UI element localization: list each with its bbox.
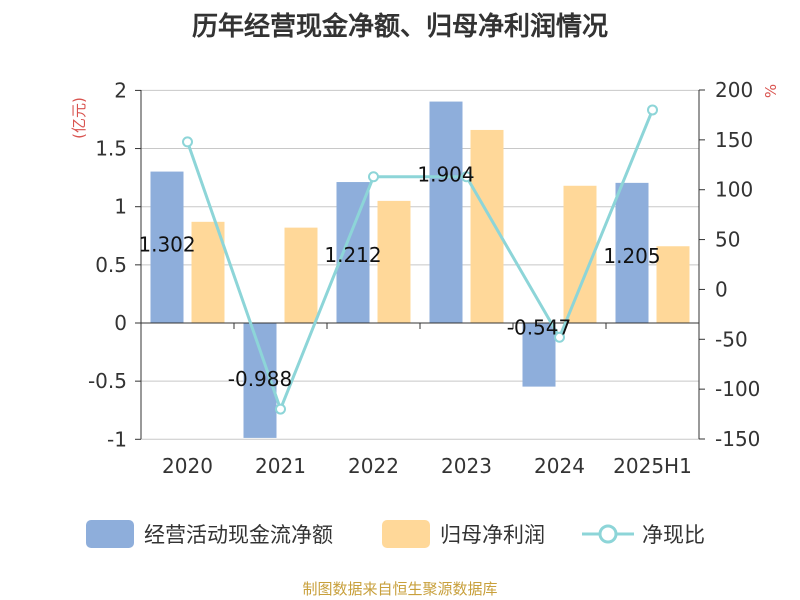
bars (150, 101, 690, 438)
bar-profit (656, 246, 690, 323)
chart-title: 历年经营现金净额、归母净利润情况 (191, 12, 608, 42)
left-tick-label: 0.5 (95, 253, 127, 277)
x-tick-label: 2025H1 (613, 454, 692, 478)
bar-cash (429, 101, 463, 324)
left-tick-label: 2 (114, 78, 127, 102)
right-tick-label: 200 (715, 78, 753, 102)
right-tick-label: -50 (715, 327, 748, 351)
left-tick-label: 0 (114, 311, 127, 335)
gridlines (141, 89, 699, 440)
bar-cash (522, 323, 556, 387)
data-labels: 1.302 -0.988 1.212 1.904 -0.547 1.205 (138, 163, 660, 391)
x-tick-label: 2024 (534, 454, 585, 478)
ratio-point (647, 104, 658, 116)
bar-cash (150, 171, 184, 323)
bar-profit (191, 221, 225, 323)
right-tick-label: 0 (715, 277, 728, 301)
left-axis-unit: (亿元) (70, 97, 88, 139)
legend-label-cash: 经营活动现金流净额 (144, 523, 333, 547)
data-label-cash: 1.904 (417, 163, 474, 187)
x-tick-label: 2020 (162, 454, 213, 478)
legend-label-ratio: 净现比 (642, 523, 705, 547)
tick-labels: 2 1.5 1 0.5 0 -0.5 -1 200 150 100 50 0 -50 -100 -150 (亿… (70, 78, 780, 478)
bar-profit (284, 227, 318, 323)
axes (135, 89, 705, 440)
legend-label-profit: 归母净利润 (440, 523, 545, 547)
bar-cash (615, 182, 649, 323)
x-tick-label: 2021 (255, 454, 306, 478)
right-tick-label: -100 (715, 377, 760, 401)
x-tick-label: 2022 (348, 454, 399, 478)
right-tick-label: 150 (715, 128, 753, 152)
right-axis-unit: % (762, 84, 780, 98)
x-tick-label: 2023 (441, 454, 492, 478)
legend-item-ratio[interactable]: 净现比 (582, 518, 705, 550)
right-tick-label: -150 (715, 427, 760, 451)
ratio-line (182, 104, 658, 415)
legend-swatch-profit (382, 520, 430, 548)
ratio-point (461, 171, 472, 183)
data-label-cash: 1.302 (138, 233, 195, 257)
bar-profit (377, 200, 411, 323)
ratio-point (554, 331, 565, 343)
data-label-cash: -0.547 (507, 316, 571, 340)
data-label-cash: 1.205 (603, 244, 660, 268)
bar-profit (470, 129, 504, 323)
ratio-point (182, 136, 193, 148)
right-tick-label: 100 (715, 178, 753, 202)
ratio-line-path (186, 109, 654, 414)
source-note: 制图数据来自恒生聚源数据库 (302, 580, 498, 598)
legend-swatch-cash (86, 520, 134, 548)
legend-item-cash[interactable]: 经营活动现金流净额 (86, 518, 333, 550)
ratio-point (368, 171, 379, 183)
right-tick-label: 50 (715, 228, 740, 252)
left-tick-label: 1 (114, 195, 127, 219)
left-tick-label: -0.5 (88, 369, 127, 393)
data-label-cash: -0.988 (228, 367, 292, 391)
left-tick-label: 1.5 (95, 137, 127, 161)
left-tick-label: -1 (107, 427, 127, 451)
data-label-cash: 1.212 (324, 243, 381, 267)
bar-profit (563, 185, 597, 323)
legend-item-profit[interactable]: 归母净利润 (382, 518, 545, 550)
legend-swatch-ratio (582, 524, 634, 544)
ratio-point (275, 403, 286, 415)
